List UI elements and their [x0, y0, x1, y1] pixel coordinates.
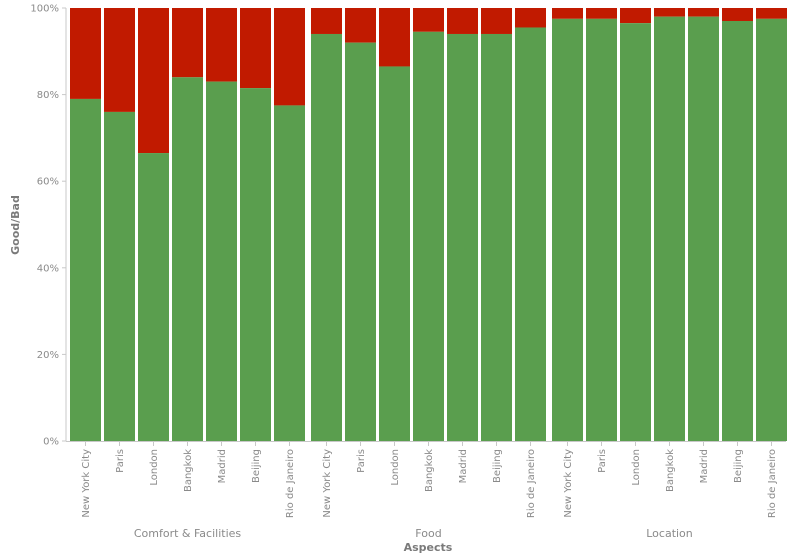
- bar-good-segment: [104, 111, 135, 442]
- bar-good-segment: [552, 18, 583, 441]
- bar-good-segment: [311, 33, 342, 441]
- x-tick-label: New York City: [322, 449, 333, 518]
- bar-good-segment: [481, 33, 512, 441]
- x-tick-label: Rio de Janeiro: [767, 449, 778, 518]
- y-axis: 0% 20% 40% 60% 80% 100%: [30, 4, 67, 448]
- bar-bad-segment: [138, 8, 169, 154]
- bar-good-segment: [274, 105, 305, 442]
- bar-bad-segment: [620, 8, 651, 24]
- x-tick-label: Paris: [356, 449, 367, 473]
- bar-bad-segment: [311, 8, 342, 34]
- bar-bad-segment: [756, 8, 787, 19]
- bar-bad-segment: [172, 8, 203, 78]
- bar-bad-segment: [447, 8, 478, 34]
- bar-bad-segment: [240, 8, 271, 89]
- bar-good-segment: [206, 81, 237, 442]
- bar-good-segment: [379, 66, 410, 441]
- bar-good-segment: [345, 42, 376, 441]
- group-label: Location: [646, 527, 693, 540]
- y-tick-label: 20%: [37, 350, 59, 361]
- bar-bad-segment: [345, 8, 376, 43]
- bar-bad-segment: [654, 8, 685, 17]
- bar-bad-segment: [379, 8, 410, 67]
- x-tick-label: Rio de Janeiro: [526, 449, 537, 518]
- bar-bad-segment: [515, 8, 546, 28]
- bar-good-segment: [688, 16, 719, 441]
- bar-bad-segment: [274, 8, 305, 106]
- bar-bad-segment: [206, 8, 237, 82]
- bar-good-segment: [620, 23, 651, 442]
- x-tick-label: London: [149, 449, 160, 486]
- bar-good-segment: [172, 77, 203, 441]
- bar-bad-segment: [722, 8, 753, 21]
- bar-good-segment: [138, 153, 169, 441]
- bar-bad-segment: [104, 8, 135, 112]
- y-tick-label: 100%: [30, 4, 59, 15]
- bar-good-segment: [722, 20, 753, 442]
- x-tick-label: Beijing: [492, 449, 503, 483]
- y-tick-label: 0%: [43, 437, 59, 448]
- bar-good-segment: [756, 18, 787, 441]
- bar-good-segment: [447, 33, 478, 441]
- x-tick-label: Madrid: [458, 449, 469, 483]
- bar-good-segment: [240, 88, 271, 441]
- bar-bad-segment: [481, 8, 512, 34]
- x-tick-label: Beijing: [733, 449, 744, 483]
- x-axis: New York City Paris London Bangkok Madrid Bei…: [66, 441, 786, 540]
- bar-bad-segment: [413, 8, 444, 32]
- bar-good-segment: [654, 16, 685, 441]
- bar-bad-segment: [552, 8, 583, 19]
- x-tick-label: Bangkok: [183, 449, 194, 492]
- x-tick-label: London: [390, 449, 401, 486]
- x-axis-title: Aspects: [404, 541, 453, 554]
- bars: [70, 8, 787, 442]
- bar-bad-segment: [586, 8, 617, 19]
- x-tick-label: Paris: [597, 449, 608, 473]
- group-label: Comfort & Facilities: [134, 527, 242, 540]
- bar-good-segment: [413, 31, 444, 441]
- y-tick-label: 80%: [37, 90, 59, 101]
- bar-good-segment: [586, 18, 617, 441]
- group-label: Food: [415, 527, 441, 540]
- x-tick-label: Madrid: [217, 449, 228, 483]
- x-tick-label: New York City: [81, 449, 92, 518]
- x-tick-label: London: [631, 449, 642, 486]
- y-tick-label: 40%: [37, 263, 59, 274]
- bar-bad-segment: [688, 8, 719, 17]
- x-tick-label: Paris: [115, 449, 126, 473]
- x-tick-label: Rio de Janeiro: [285, 449, 296, 518]
- bar-good-segment: [70, 98, 101, 442]
- x-tick-label: New York City: [563, 449, 574, 518]
- x-tick-label: Madrid: [699, 449, 710, 483]
- y-axis-title: Good/Bad: [9, 195, 22, 255]
- y-tick-label: 60%: [37, 177, 59, 188]
- bar-good-segment: [515, 27, 546, 442]
- x-tick-label: Bangkok: [424, 449, 435, 492]
- x-tick-label: Beijing: [251, 449, 262, 483]
- bar-bad-segment: [70, 8, 101, 99]
- x-tick-label: Bangkok: [665, 449, 676, 492]
